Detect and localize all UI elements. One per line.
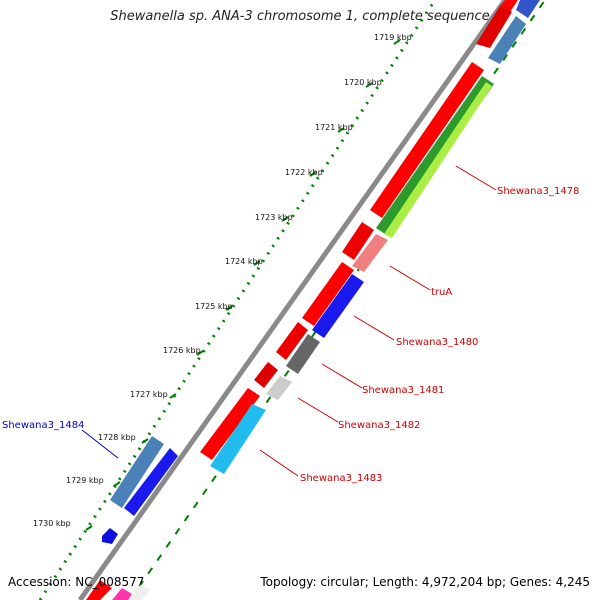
scale-label: 1725 kbp xyxy=(195,302,233,311)
gene-label: Shewana3_1480 xyxy=(396,337,478,348)
scale-label: 1726 kbp xyxy=(163,346,201,355)
block-pink xyxy=(352,234,388,272)
gene-1483-cds xyxy=(200,388,260,460)
block-bottom-white xyxy=(128,584,150,600)
scale-label: 1722 kbp xyxy=(285,168,323,177)
scale-label: 1728 kbp xyxy=(98,433,136,442)
block-lightgray-1482 xyxy=(266,376,292,400)
block-top-blue xyxy=(516,0,540,18)
gene-top-red xyxy=(500,0,518,12)
gene-1484-steel xyxy=(110,436,164,508)
scale-label: 1724 kbp xyxy=(225,257,263,266)
gene-label: Shewana3_1478 xyxy=(497,186,579,197)
gene-1481-cds xyxy=(276,322,308,360)
feature-track xyxy=(128,0,540,600)
block-blue-1480 xyxy=(312,274,364,338)
gene-bottom-red xyxy=(86,580,112,600)
topology-summary: Topology: circular; Length: 4,972,204 bp… xyxy=(260,575,590,589)
label-leaders xyxy=(259,165,497,477)
block-lightgreen xyxy=(384,82,492,238)
scale-labels: 1719 kbp 1720 kbp 1721 kbp 1722 kbp 1723… xyxy=(33,33,412,528)
reverse-strand-genes xyxy=(102,436,178,544)
gene-1478-cds xyxy=(370,62,484,218)
gene-label: Shewana3_1483 xyxy=(300,473,382,484)
gene-label: truA xyxy=(431,287,452,298)
gene-1484-blue xyxy=(124,448,178,516)
block-top-steelblue xyxy=(488,16,526,64)
scale-label: 1719 kbp xyxy=(374,33,412,42)
gene-label: Shewana3_1484 xyxy=(2,420,84,431)
gene-1482-cds xyxy=(254,362,278,388)
scale-label: 1721 kbp xyxy=(315,123,353,132)
forward-strand-genes xyxy=(86,0,518,600)
gene-small-blue xyxy=(102,528,118,544)
gene-label: Shewana3_1482 xyxy=(338,420,420,431)
scale-label: 1720 kbp xyxy=(344,78,382,87)
scale-ticks xyxy=(85,39,401,531)
scale-label: 1729 kbp xyxy=(66,476,104,485)
gene-labels: Shewana3_1478 truA Shewana3_1480 Shewana… xyxy=(2,186,579,484)
label-leader-1484 xyxy=(81,429,119,459)
chromosome-backbone xyxy=(77,0,508,600)
gene-1480-cds xyxy=(302,262,354,326)
map-title: Shewanella sp. ANA-3 chromosome 1, compl… xyxy=(110,9,490,24)
block-cyan-1483 xyxy=(210,404,266,474)
scale-label: 1727 kbp xyxy=(130,390,168,399)
gene-1477 xyxy=(476,6,512,48)
scale-label: 1730 kbp xyxy=(33,519,71,528)
gene-bottom-pink xyxy=(112,588,132,600)
gene-trua-cds xyxy=(342,222,374,260)
scale-label: 1723 kbp xyxy=(255,213,293,222)
scale-ring-outer xyxy=(38,0,437,600)
accession-label: Accession: NC_008577 xyxy=(8,575,145,589)
block-gray-1481 xyxy=(286,334,320,374)
gene-label: Shewana3_1481 xyxy=(362,385,444,396)
